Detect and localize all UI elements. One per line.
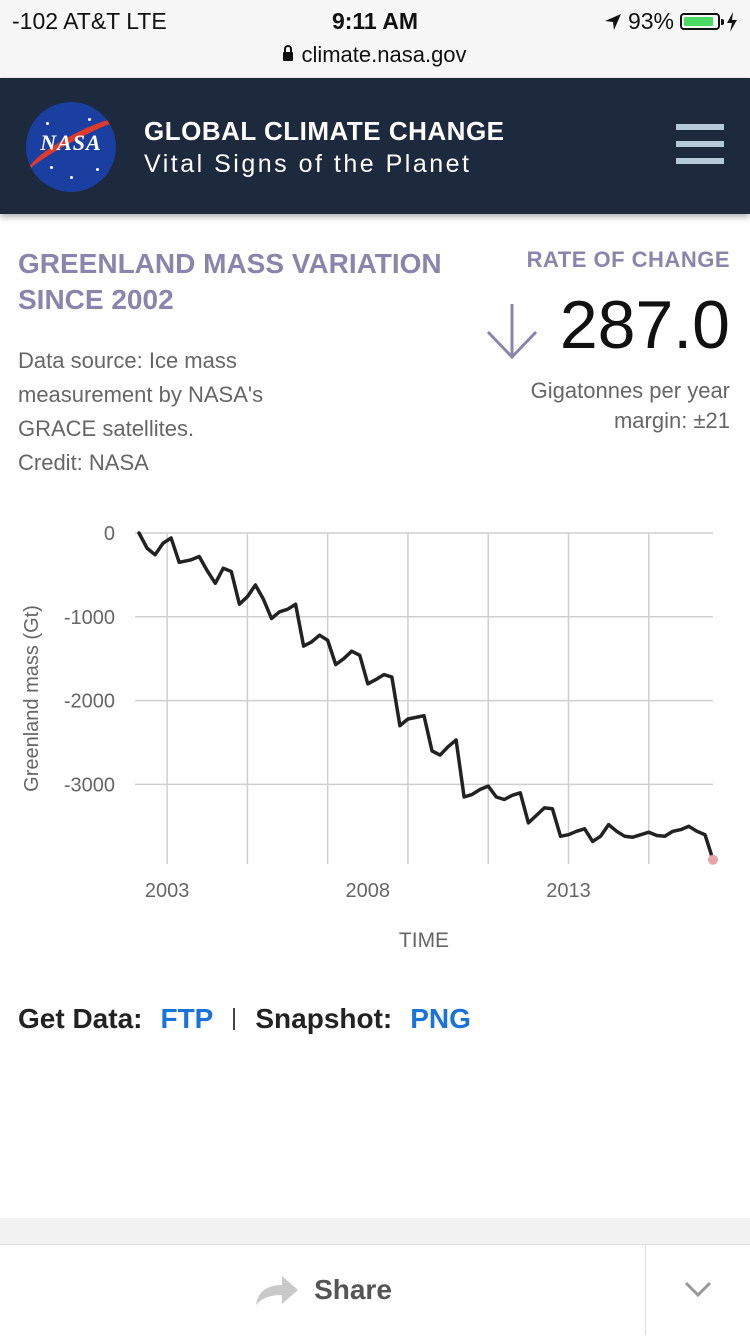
clock: 9:11 AM [331, 8, 419, 34]
site-title[interactable]: GLOBAL CLIMATE CHANGE [144, 116, 505, 146]
rate-margin: margin: ±21 [613, 408, 730, 433]
x-tick-label: 2008 [346, 880, 391, 902]
snapshot-label: Snapshot: [255, 1003, 393, 1034]
hamburger-menu-icon[interactable] [676, 124, 724, 164]
site-subtitle: Vital Signs of the Planet [144, 150, 472, 178]
y-tick-label: 0 [104, 523, 115, 545]
x-axis-ticks: 2003 2008 2013 [145, 880, 591, 902]
credit-text: Credit: NASA [18, 450, 149, 475]
divider [233, 1008, 236, 1030]
x-tick-label: 2013 [546, 880, 591, 902]
series-line [137, 531, 715, 862]
site-header: NASA GLOBAL CLIMATE CHANGE Vital Signs o… [0, 78, 750, 214]
carrier-label: -102 AT&T LTE [12, 8, 167, 34]
status-right: 93% [604, 8, 738, 35]
rate-label: RATE OF CHANGE [526, 247, 730, 272]
status-bar: -102 AT&T LTE 9:11 AM 93% climate.nasa.g… [0, 0, 750, 78]
bottom-toolbar: Share [0, 1244, 750, 1335]
y-axis-label: Greenland mass (Gt) [21, 605, 43, 792]
location-arrow-icon [604, 13, 621, 30]
series-endpoint [708, 854, 718, 865]
data-source-text: Data source: Ice mass measurement by NAS… [18, 348, 264, 441]
arrow-down-icon [486, 304, 538, 360]
share-arrow-icon [256, 1276, 299, 1305]
chart-title: GREENLAND MASS VARIATION SINCE 2002 [18, 248, 442, 315]
chevron-down-icon [684, 1281, 712, 1298]
lock-icon [283, 45, 294, 61]
y-tick-label: -1000 [64, 607, 115, 629]
url-bar[interactable]: climate.nasa.gov [0, 42, 750, 68]
get-data-row: Get Data: FTP Snapshot: PNG [18, 1003, 471, 1035]
mass-chart[interactable]: 0 -1000 -2000 -3000 2003 2008 2013 Greenland … [0, 500, 750, 970]
nasa-logo[interactable]: NASA [26, 102, 116, 192]
charging-bolt-icon [727, 11, 737, 32]
battery-icon [680, 13, 724, 30]
url-text: climate.nasa.gov [301, 42, 467, 67]
share-button[interactable]: Share [0, 1245, 646, 1335]
bottom-spacer [0, 1218, 750, 1244]
y-tick-label: -3000 [64, 774, 115, 796]
expand-button[interactable] [645, 1245, 750, 1335]
share-label: Share [314, 1274, 392, 1305]
y-axis-ticks: 0 -1000 -2000 -3000 [64, 523, 115, 796]
png-link[interactable]: PNG [410, 1003, 471, 1034]
get-data-label: Get Data: [18, 1003, 143, 1034]
logo-text: NASA [40, 130, 102, 155]
ftp-link[interactable]: FTP [160, 1003, 214, 1034]
rate-unit: Gigatonnes per year [530, 378, 730, 403]
chart-grid [135, 532, 713, 864]
chart-source: Data source: Ice mass measurement by NAS… [18, 344, 318, 480]
rate-value: 287.0 [559, 287, 730, 363]
y-tick-label: -2000 [64, 691, 115, 713]
x-axis-label: TIME [399, 929, 449, 952]
x-tick-label: 2003 [145, 880, 190, 902]
battery-percent: 93% [627, 8, 674, 34]
